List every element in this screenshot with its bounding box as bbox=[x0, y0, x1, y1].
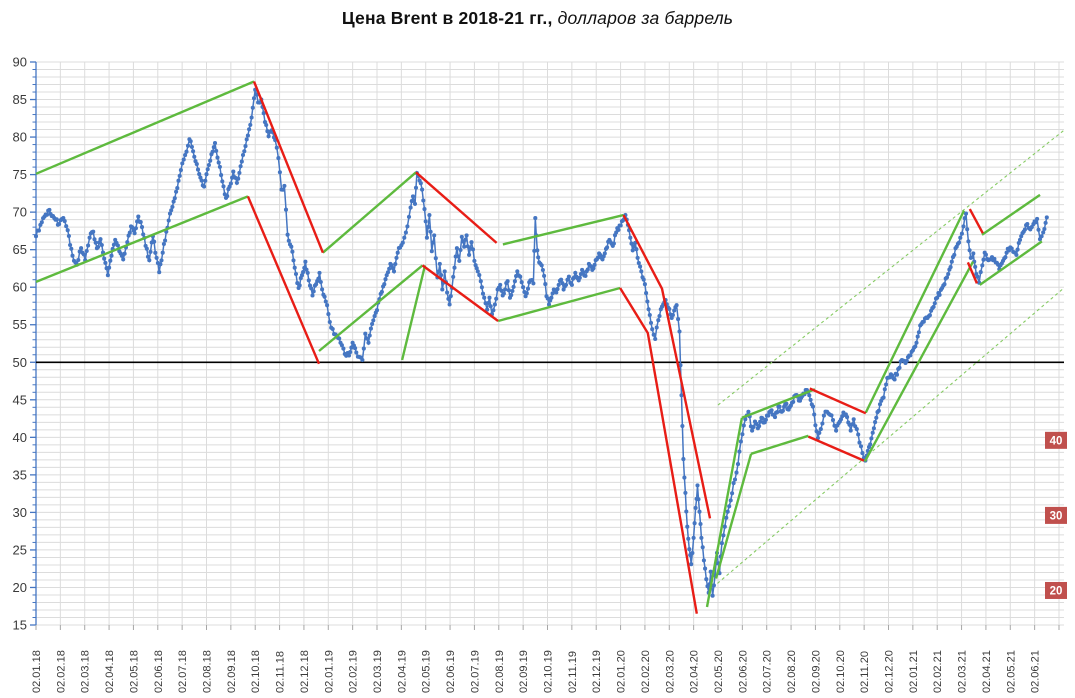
chart-title: Цена Brent в 2018-21 гг., долларов за ба… bbox=[0, 8, 1075, 29]
y-tick-label: 70 bbox=[13, 205, 27, 220]
y-tick-label: 90 bbox=[13, 55, 27, 70]
x-tick-label: 02.12.18 bbox=[299, 650, 311, 693]
x-tick-label: 02.07.20 bbox=[762, 650, 774, 693]
downtrend-channel-line bbox=[421, 264, 499, 322]
x-tick-label: 02.09.18 bbox=[226, 650, 238, 693]
x-tick-label: 02.10.18 bbox=[250, 650, 262, 693]
dashed-trendline bbox=[717, 129, 1065, 406]
downtrend-channel-line bbox=[968, 208, 984, 234]
uptrend-channel-line bbox=[864, 210, 966, 414]
y-tick-label: 15 bbox=[13, 618, 27, 633]
x-tick-label: 02.09.19 bbox=[518, 650, 530, 693]
x-tick-label: 02.03.21 bbox=[957, 650, 969, 693]
x-tick-label: 02.10.19 bbox=[542, 650, 554, 693]
x-tick-label: 02.02.21 bbox=[932, 650, 944, 693]
x-tick-label: 02.07.19 bbox=[469, 650, 481, 693]
uptrend-channel-line bbox=[497, 286, 621, 323]
uptrend-channel-line bbox=[741, 388, 816, 419]
x-tick-label: 02.05.20 bbox=[713, 650, 725, 693]
x-tick-label: 02.08.19 bbox=[494, 650, 506, 693]
uptrend-channel-line bbox=[863, 261, 975, 462]
price-level-badge: 20 bbox=[1045, 581, 1067, 599]
downtrend-channel-line bbox=[809, 387, 867, 415]
x-tick-label: 02.04.21 bbox=[981, 650, 993, 693]
x-tick-label: 02.01.20 bbox=[616, 650, 628, 693]
x-tick-label: 02.06.18 bbox=[153, 650, 165, 693]
downtrend-channel-line bbox=[966, 261, 979, 284]
x-tick-label: 02.04.18 bbox=[104, 650, 116, 693]
downtrend-channel-line bbox=[252, 81, 325, 254]
x-tick-label: 02.03.18 bbox=[80, 650, 92, 693]
chart-title-main: Цена Brent в 2018-21 гг., bbox=[341, 8, 553, 28]
x-tick-label: 02.11.18 bbox=[275, 651, 287, 693]
y-tick-label: 55 bbox=[13, 317, 27, 332]
x-axis: 02.01.18 02.02.18 02.03.18 02.04.18 02.05.18… bbox=[31, 625, 1060, 693]
y-axis: 15 20 25 30 35 40 45 50 55 60 65 70 75 80 85 90 bbox=[13, 55, 37, 633]
y-tick-label: 35 bbox=[13, 467, 27, 482]
svg-text:20: 20 bbox=[1050, 585, 1063, 597]
chart-title-subtitle: долларов за баррель bbox=[552, 8, 734, 28]
y-tick-label: 50 bbox=[13, 355, 27, 370]
x-tick-label: 02.08.20 bbox=[786, 650, 798, 693]
y-tick-label: 20 bbox=[13, 580, 27, 595]
svg-text:30: 30 bbox=[1050, 510, 1063, 522]
x-tick-label: 02.10.20 bbox=[835, 650, 847, 693]
x-tick-label: 02.01.18 bbox=[31, 650, 43, 693]
x-tick-label: 02.02.19 bbox=[348, 650, 360, 693]
y-tick-label: 80 bbox=[13, 130, 27, 145]
y-tick-label: 45 bbox=[13, 392, 27, 407]
uptrend-channel-line bbox=[400, 265, 427, 361]
uptrend-channel-line bbox=[705, 417, 744, 608]
uptrend-channel-line bbox=[502, 213, 624, 246]
downtrend-channel-line bbox=[246, 195, 321, 365]
y-tick-label: 40 bbox=[13, 430, 27, 445]
uptrend-channel-line bbox=[979, 240, 1043, 286]
x-tick-label: 02.05.19 bbox=[421, 650, 433, 693]
downtrend-channel-line bbox=[415, 171, 498, 244]
x-tick-label: 02.12.20 bbox=[883, 650, 895, 693]
y-tick-label: 60 bbox=[13, 280, 27, 295]
downtrend-channel-line bbox=[619, 287, 698, 614]
svg-text:40: 40 bbox=[1050, 435, 1063, 447]
x-tick-label: 02.11.20 bbox=[859, 651, 871, 693]
uptrend-channel-line bbox=[35, 80, 255, 175]
x-tick-label: 02.06.20 bbox=[737, 650, 749, 693]
x-tick-label: 02.01.21 bbox=[908, 650, 920, 693]
y-tick-label: 75 bbox=[13, 167, 27, 182]
x-tick-label: 02.12.19 bbox=[591, 650, 603, 693]
uptrend-channel-line bbox=[322, 171, 417, 254]
x-tick-label: 02.04.19 bbox=[396, 650, 408, 693]
x-tick-label: 02.02.18 bbox=[55, 650, 67, 693]
uptrend-channel-line bbox=[714, 453, 753, 579]
x-tick-label: 02.03.20 bbox=[664, 650, 676, 693]
uptrend-channel-line bbox=[35, 195, 249, 284]
price-level-badge: 40 bbox=[1045, 431, 1067, 449]
y-tick-label: 65 bbox=[13, 242, 27, 257]
x-tick-label: 02.06.19 bbox=[445, 650, 457, 693]
price-level-badge: 30 bbox=[1045, 506, 1067, 524]
x-tick-label: 02.11.19 bbox=[567, 651, 579, 693]
x-tick-label: 02.05.18 bbox=[128, 650, 140, 693]
gridlines bbox=[35, 61, 1064, 626]
downtrend-channel-line bbox=[622, 214, 712, 519]
x-tick-label: 02.04.20 bbox=[689, 650, 701, 693]
uptrend-channel-line bbox=[318, 264, 424, 352]
uptrend-channel-line bbox=[750, 434, 809, 455]
y-tick-label: 25 bbox=[13, 542, 27, 557]
x-tick-label: 02.08.18 bbox=[201, 650, 213, 693]
downtrend-channel-line bbox=[807, 435, 865, 462]
x-tick-label: 02.03.19 bbox=[372, 650, 384, 693]
x-tick-label: 02.09.20 bbox=[810, 650, 822, 693]
brent-price-series bbox=[33, 87, 1049, 598]
x-tick-label: 02.02.20 bbox=[640, 650, 652, 693]
y-tick-label: 85 bbox=[13, 92, 27, 107]
x-tick-label: 02.07.18 bbox=[177, 650, 189, 693]
x-tick-label: 02.01.19 bbox=[323, 650, 335, 693]
x-tick-label: 02.06.21 bbox=[1030, 650, 1042, 693]
uptrend-channel-line bbox=[981, 193, 1041, 236]
y-tick-label: 30 bbox=[13, 505, 27, 520]
x-tick-label: 02.05.21 bbox=[1005, 650, 1017, 693]
